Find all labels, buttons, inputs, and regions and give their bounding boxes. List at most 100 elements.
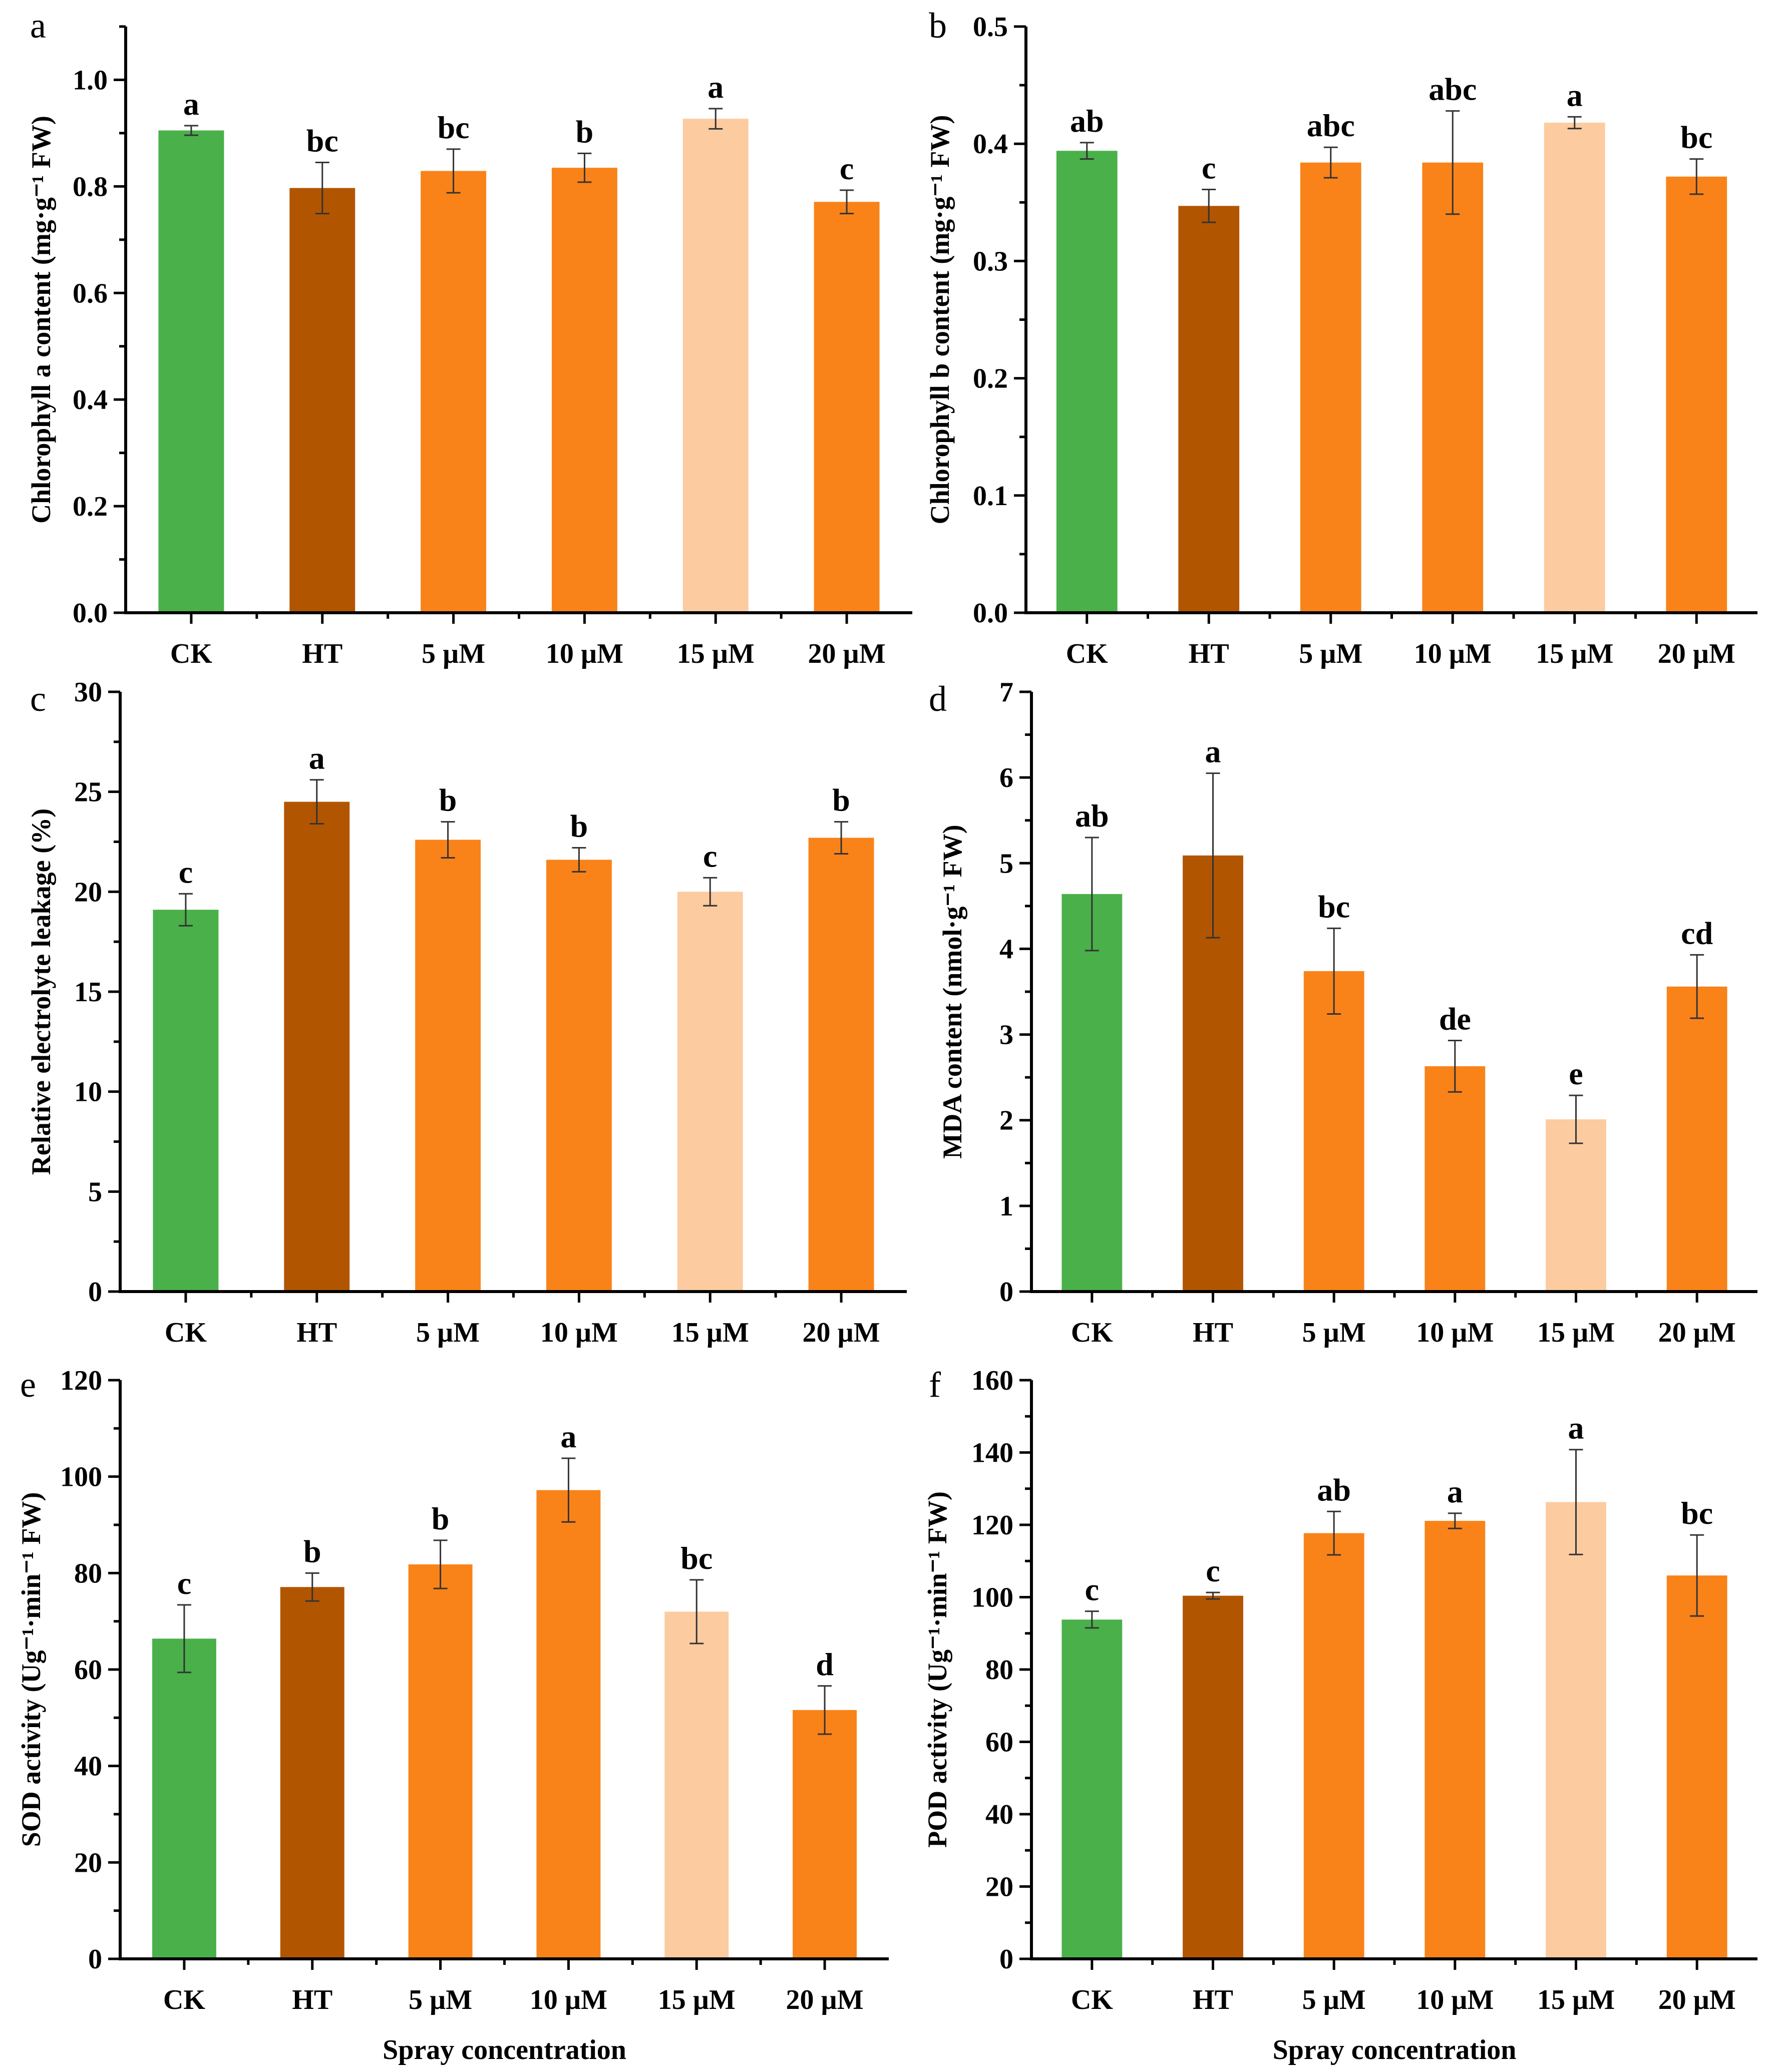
- bar-20um: [814, 202, 880, 613]
- bar-10um: [1422, 162, 1484, 613]
- chart-panel-d: d ab CK a HT bc 5 µM de 10 µM e 15 µM cd 20 µM 0 1 2 3 4 5…: [929, 677, 1757, 1348]
- significance-label: c: [840, 151, 854, 186]
- significance-label: b: [439, 782, 457, 818]
- x-tick-label: 20 µM: [803, 1317, 880, 1348]
- x-tick-label: 20 µM: [1658, 638, 1735, 669]
- x-tick-label: 10 µM: [530, 1984, 607, 2015]
- panel-letter: b: [929, 6, 947, 46]
- x-tick-label: 20 µM: [1658, 1984, 1736, 2015]
- y-axis-title: Chlorophyll b content (mg·g⁻¹ FW): [925, 115, 955, 525]
- bar-15um: [682, 119, 749, 613]
- y-tick-label: 2: [999, 1105, 1013, 1136]
- chart-panel-f: f c CK c HT ab 5 µM a 10 µM a 15 µM bc 20 µM 0 20 40 60 8…: [922, 1365, 1757, 2065]
- y-tick-label: 0.2: [73, 491, 108, 522]
- significance-label: bc: [306, 123, 338, 158]
- x-tick-label: CK: [165, 1317, 207, 1348]
- y-tick-label: 30: [74, 677, 102, 708]
- y-tick-label: 25: [74, 777, 102, 808]
- x-tick-label: 10 µM: [546, 638, 623, 669]
- x-axis-title: Spray concentration: [383, 2034, 626, 2065]
- significance-label: ab: [1075, 798, 1109, 834]
- y-tick-label: 20: [74, 1847, 102, 1878]
- x-tick-label: 5 µM: [1302, 1984, 1366, 2015]
- bar-15um: [1546, 1502, 1606, 1959]
- y-tick-label: 7: [999, 677, 1013, 708]
- y-tick-label: 5: [88, 1176, 102, 1207]
- bar-ht: [289, 188, 356, 613]
- y-tick-label: 0.3: [973, 246, 1008, 277]
- significance-label: a: [1568, 1410, 1584, 1446]
- significance-label: e: [1569, 1056, 1583, 1091]
- x-tick-label: HT: [1193, 1984, 1233, 2015]
- bar-15um: [1544, 123, 1605, 613]
- y-tick-label: 0.4: [973, 129, 1008, 160]
- chart-panel-a: a a CK bc HT bc 5 µM b 10 µM a 15 µM c 20 µM 0.0 0.2 0.…: [26, 6, 912, 669]
- x-tick-label: CK: [1071, 1317, 1113, 1348]
- y-tick-label: 0.8: [73, 171, 108, 202]
- x-axis-title: Spray concentration: [1273, 2034, 1517, 2065]
- significance-label: b: [303, 1533, 321, 1569]
- significance-label: a: [1447, 1474, 1463, 1509]
- x-tick-label: HT: [302, 638, 342, 669]
- x-tick-label: CK: [163, 1984, 205, 2015]
- y-tick-label: 15: [74, 977, 102, 1008]
- y-axis-title: SOD activity (Ug⁻¹·min⁻¹ FW): [16, 1492, 46, 1847]
- y-tick-label: 5: [999, 848, 1013, 879]
- y-tick-label: 60: [74, 1654, 102, 1686]
- bar-10um: [536, 1490, 601, 1959]
- panel-letter: d: [929, 679, 947, 719]
- x-tick-label: 10 µM: [1416, 1317, 1494, 1348]
- y-axis-title: POD activity (Ug⁻¹·min⁻¹ FW): [922, 1491, 952, 1848]
- x-tick-label: 10 µM: [1414, 638, 1492, 669]
- x-tick-label: 5 µM: [416, 1317, 480, 1348]
- y-tick-label: 0.0: [973, 598, 1008, 629]
- x-tick-label: HT: [292, 1984, 332, 2015]
- x-tick-label: CK: [1066, 638, 1108, 669]
- significance-label: a: [1205, 734, 1221, 769]
- y-tick-label: 6: [999, 762, 1013, 793]
- significance-label: a: [1567, 77, 1583, 113]
- significance-label: a: [560, 1419, 576, 1454]
- significance-label: b: [432, 1501, 450, 1536]
- y-tick-label: 0.4: [73, 384, 108, 416]
- y-tick-label: 160: [971, 1365, 1013, 1396]
- bar-ht: [280, 1587, 344, 1959]
- bar-5um: [421, 171, 487, 613]
- bar-ht: [1178, 206, 1240, 613]
- significance-label: cd: [1681, 915, 1713, 951]
- y-tick-label: 0.1: [973, 481, 1008, 512]
- significance-label: a: [707, 69, 724, 105]
- y-tick-label: 80: [74, 1558, 102, 1589]
- x-tick-label: 20 µM: [1658, 1317, 1736, 1348]
- x-tick-label: HT: [296, 1317, 337, 1348]
- bar-5um: [415, 840, 481, 1292]
- significance-label: c: [1206, 1553, 1220, 1588]
- bar-20um: [1666, 176, 1727, 613]
- x-tick-label: 20 µM: [786, 1984, 864, 2015]
- bar-ht: [284, 801, 350, 1292]
- x-tick-label: CK: [1071, 1984, 1113, 2015]
- significance-label: a: [183, 86, 199, 122]
- bar-ht: [1183, 1595, 1243, 1959]
- y-tick-label: 0.2: [973, 363, 1008, 394]
- x-tick-label: 5 µM: [1302, 1317, 1366, 1348]
- significance-label: ab: [1317, 1472, 1351, 1507]
- y-tick-label: 20: [74, 877, 102, 908]
- chart-panel-c: c c CK a HT b 5 µM b 10 µM c 15 µM b 20 µM 0 5 10 15 20 25…: [26, 677, 907, 1348]
- bar-ck: [1056, 151, 1118, 613]
- y-tick-label: 40: [985, 1799, 1013, 1830]
- chart-panel-e: e c CK b HT b 5 µM a 10 µM bc 15 µM d 20 µM 0 20 40 60 80…: [16, 1365, 889, 2065]
- significance-label: abc: [1307, 108, 1355, 143]
- x-tick-label: HT: [1189, 638, 1229, 669]
- y-tick-label: 120: [60, 1365, 102, 1396]
- bar-20um: [808, 838, 874, 1292]
- bar-ck: [153, 910, 219, 1292]
- bar-5um: [408, 1564, 473, 1959]
- x-tick-label: 15 µM: [658, 1984, 736, 2015]
- significance-label: bc: [1318, 889, 1350, 924]
- significance-label: ab: [1070, 103, 1104, 139]
- bar-20um: [793, 1710, 857, 1959]
- y-axis-title: Chlorophyll a content (mg·g⁻¹ FW): [26, 116, 56, 524]
- significance-label: b: [832, 782, 850, 818]
